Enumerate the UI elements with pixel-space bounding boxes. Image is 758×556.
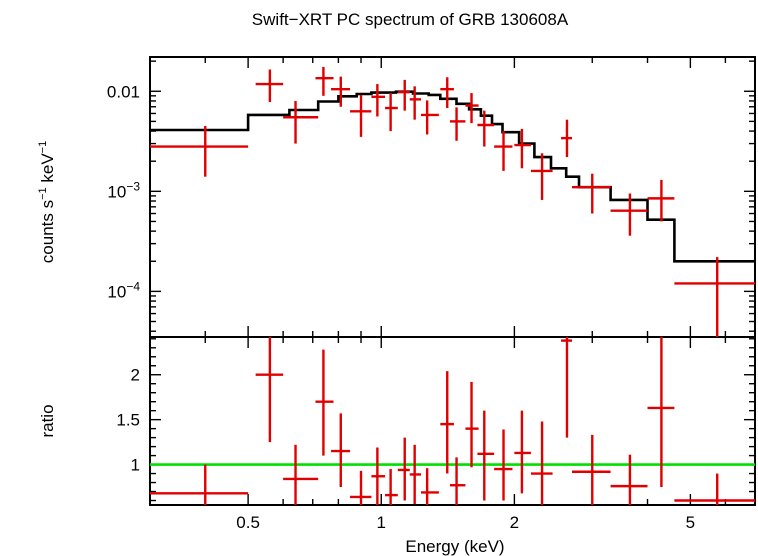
x-tick-label: 0.5 bbox=[236, 513, 260, 532]
y-tick-label: 10−3 bbox=[107, 179, 140, 201]
data-point bbox=[385, 469, 398, 505]
data-point bbox=[494, 131, 513, 171]
data-point bbox=[477, 110, 495, 147]
y-label-exponent-1: −1 bbox=[37, 187, 49, 200]
data-point bbox=[674, 473, 755, 505]
data-point bbox=[409, 444, 422, 505]
data-point bbox=[371, 447, 386, 505]
model-layer bbox=[150, 90, 755, 263]
data-point bbox=[397, 437, 410, 501]
data-point bbox=[610, 193, 648, 236]
data-point bbox=[371, 84, 386, 117]
data-point bbox=[449, 457, 466, 505]
data-point bbox=[465, 381, 479, 468]
data-point bbox=[674, 257, 755, 337]
data-point bbox=[465, 93, 479, 124]
model-step-line bbox=[150, 90, 755, 263]
data-point bbox=[449, 107, 466, 141]
data-point bbox=[421, 468, 439, 505]
y-tick-label: 1 bbox=[131, 456, 140, 475]
axis-ticks bbox=[149, 57, 756, 505]
y-tick-label: 2 bbox=[131, 366, 140, 385]
data-point bbox=[331, 413, 351, 488]
data-point bbox=[283, 100, 319, 144]
y-tick-label: 10−4 bbox=[107, 279, 140, 301]
chart-title: Swift−XRT PC spectrum of GRB 130608A bbox=[252, 10, 569, 29]
data-point bbox=[530, 153, 553, 200]
data-point bbox=[150, 464, 249, 505]
data-point bbox=[494, 429, 513, 501]
y-label-middle: keV bbox=[38, 153, 57, 188]
ratio-y-axis-label: ratio bbox=[38, 404, 57, 437]
data-point bbox=[572, 173, 611, 214]
data-point bbox=[315, 349, 334, 456]
ratio-panel-frame bbox=[149, 336, 756, 506]
data-point bbox=[561, 119, 573, 158]
y-tick-labels: 0.01 10−3 10−4 1 1.5 2 bbox=[107, 82, 140, 474]
ratio-data-layer bbox=[150, 337, 755, 505]
x-axis-label: Energy (keV) bbox=[405, 537, 504, 556]
spectrum-y-axis-label: counts s−1 keV−1 bbox=[37, 141, 57, 263]
y-tick-label: 1.5 bbox=[116, 411, 140, 430]
data-point bbox=[409, 86, 422, 120]
spectrum-data-layer bbox=[150, 66, 755, 337]
data-point bbox=[561, 337, 573, 438]
data-point bbox=[610, 454, 648, 505]
data-point bbox=[385, 93, 398, 132]
data-point bbox=[514, 410, 531, 494]
data-point bbox=[350, 94, 372, 137]
data-point bbox=[572, 434, 611, 505]
x-tick-label: 1 bbox=[377, 513, 386, 532]
data-point bbox=[514, 128, 531, 169]
data-point bbox=[397, 79, 410, 111]
data-point bbox=[477, 410, 495, 501]
data-point bbox=[440, 371, 454, 474]
data-point bbox=[255, 337, 284, 443]
data-point bbox=[647, 179, 675, 222]
x-tick-label: 2 bbox=[510, 513, 519, 532]
x-tick-label: 5 bbox=[686, 513, 695, 532]
data-point bbox=[283, 444, 319, 505]
data-point bbox=[150, 125, 249, 177]
data-point bbox=[350, 470, 372, 505]
data-point bbox=[647, 337, 675, 488]
data-point bbox=[331, 76, 351, 107]
data-point bbox=[255, 69, 284, 103]
y-label-main: counts s bbox=[38, 200, 57, 263]
data-point bbox=[421, 100, 439, 135]
y-tick-label: 0.01 bbox=[107, 82, 140, 101]
data-point bbox=[315, 66, 334, 96]
data-point bbox=[530, 421, 553, 505]
x-tick-labels: 0.5 1 2 5 bbox=[236, 513, 695, 532]
y-label-exponent-2: −1 bbox=[37, 141, 49, 154]
data-point bbox=[440, 77, 454, 109]
